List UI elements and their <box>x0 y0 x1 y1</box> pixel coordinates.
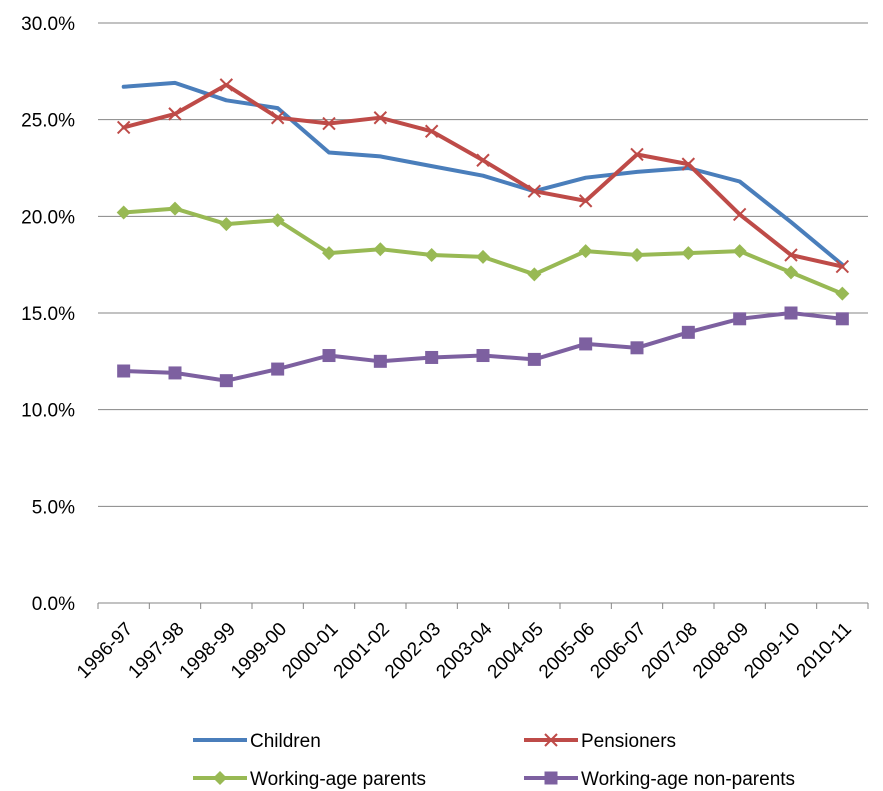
legend-marker <box>544 771 558 785</box>
data-point-pensioners <box>116 120 131 135</box>
data-point-working-age-non-parents <box>117 364 131 378</box>
series-children <box>121 80 845 267</box>
legend: Children Pensioners Working-age parents Wor… <box>193 731 795 790</box>
data-point-working-age-non-parents <box>476 349 490 363</box>
legend-label: Working-age non-parents <box>581 769 795 790</box>
data-point-working-age-non-parents <box>527 352 541 366</box>
data-point-working-age-non-parents <box>733 312 747 326</box>
data-point-working-age-non-parents <box>425 350 439 364</box>
data-point-working-age-parents <box>784 265 798 280</box>
data-point-pensioners <box>630 147 644 162</box>
legend-marker <box>213 771 227 785</box>
x-tick-label: 2008-09 <box>689 619 753 683</box>
x-tick-label: 2000-01 <box>278 619 342 683</box>
legend-item-children: Children <box>193 731 321 752</box>
data-point-working-age-non-parents <box>271 362 285 376</box>
data-point-pensioners <box>681 157 696 171</box>
y-tick-label: 0.0% <box>32 594 75 615</box>
data-point-pensioners <box>322 116 336 131</box>
data-point-working-age-non-parents <box>168 366 182 380</box>
legend-label: Children <box>250 731 321 752</box>
legend-label: Working-age parents <box>250 769 426 790</box>
data-point-working-age-non-parents <box>784 306 798 320</box>
data-point-working-age-non-parents <box>322 349 336 363</box>
data-point-pensioners <box>835 259 850 274</box>
x-tick-label: 1998-99 <box>176 619 240 683</box>
legend-item-working-age-non-parents: Working-age non-parents <box>524 769 795 790</box>
data-point-working-age-parents <box>630 248 644 262</box>
data-point-working-age-parents <box>168 201 182 216</box>
data-point-pensioners <box>527 184 542 198</box>
data-point-working-age-parents <box>270 213 285 228</box>
x-tick-label: 2001-02 <box>330 619 394 683</box>
x-tick-label: 2004-05 <box>484 619 548 683</box>
data-point-working-age-parents <box>476 249 490 264</box>
y-tick-label: 20.0% <box>21 207 75 228</box>
series-lines <box>116 78 850 388</box>
data-point-pensioners <box>784 248 798 262</box>
x-tick-label: 1996-97 <box>73 619 137 683</box>
x-tick-label: 2003-04 <box>432 618 496 682</box>
data-point-working-age-non-parents <box>835 312 849 326</box>
x-tick-label: 2005-06 <box>535 619 599 683</box>
y-tick-label: 10.0% <box>21 401 75 422</box>
data-point-working-age-parents <box>527 267 542 282</box>
data-point-working-age-parents <box>373 242 388 257</box>
data-point-working-age-parents <box>322 246 336 261</box>
data-point-pensioners <box>219 78 234 92</box>
x-tick-label: 2009-10 <box>740 619 804 683</box>
gridlines <box>98 22 868 507</box>
data-point-working-age-parents <box>578 244 593 259</box>
y-tick-label: 15.0% <box>21 304 75 325</box>
legend-item-working-age-parents: Working-age parents <box>193 769 426 790</box>
legend-marker <box>544 733 558 747</box>
data-point-working-age-parents <box>424 248 439 262</box>
legend-label: Pensioners <box>581 731 676 752</box>
y-axis-tick-labels: 0.0% 5.0% 10.0% 15.0% 20.0% 25.0% 30.0% <box>21 14 75 615</box>
data-point-pensioners <box>578 194 593 208</box>
data-point-pensioners <box>424 124 439 138</box>
series-line-children <box>121 80 845 267</box>
data-point-pensioners <box>270 111 285 125</box>
x-tick-label: 2010-11 <box>793 619 856 682</box>
data-point-working-age-parents <box>732 244 747 259</box>
series-working-age-non-parents <box>117 306 849 388</box>
series-pensioners <box>116 78 850 274</box>
data-point-working-age-parents <box>116 205 131 220</box>
y-tick-label: 30.0% <box>21 14 75 35</box>
data-point-working-age-non-parents <box>630 341 644 355</box>
x-tick-label: 1999-00 <box>227 619 291 683</box>
data-point-working-age-parents <box>681 246 696 261</box>
data-point-working-age-parents <box>835 286 850 301</box>
x-tick-label: 2002-03 <box>381 619 445 683</box>
data-point-pensioners <box>476 153 490 167</box>
legend-item-pensioners: Pensioners <box>524 731 676 752</box>
x-tick-label: 2006-07 <box>586 619 650 683</box>
data-point-pensioners <box>732 207 747 222</box>
y-tick-label: 25.0% <box>21 111 75 132</box>
data-point-working-age-non-parents <box>681 325 695 339</box>
y-tick-label: 5.0% <box>32 497 75 518</box>
x-tick-label: 1997-98 <box>124 619 188 683</box>
x-axis: 1996-971997-981998-991999-002000-012001-… <box>73 602 869 683</box>
data-point-working-age-non-parents <box>373 354 387 368</box>
x-tick-label: 2007-08 <box>638 619 702 683</box>
data-point-pensioners <box>373 111 388 125</box>
data-point-working-age-non-parents <box>579 337 593 351</box>
data-point-working-age-parents <box>219 217 234 232</box>
series-working-age-parents <box>116 201 850 301</box>
data-point-working-age-non-parents <box>219 374 233 388</box>
data-point-pensioners <box>168 107 182 121</box>
